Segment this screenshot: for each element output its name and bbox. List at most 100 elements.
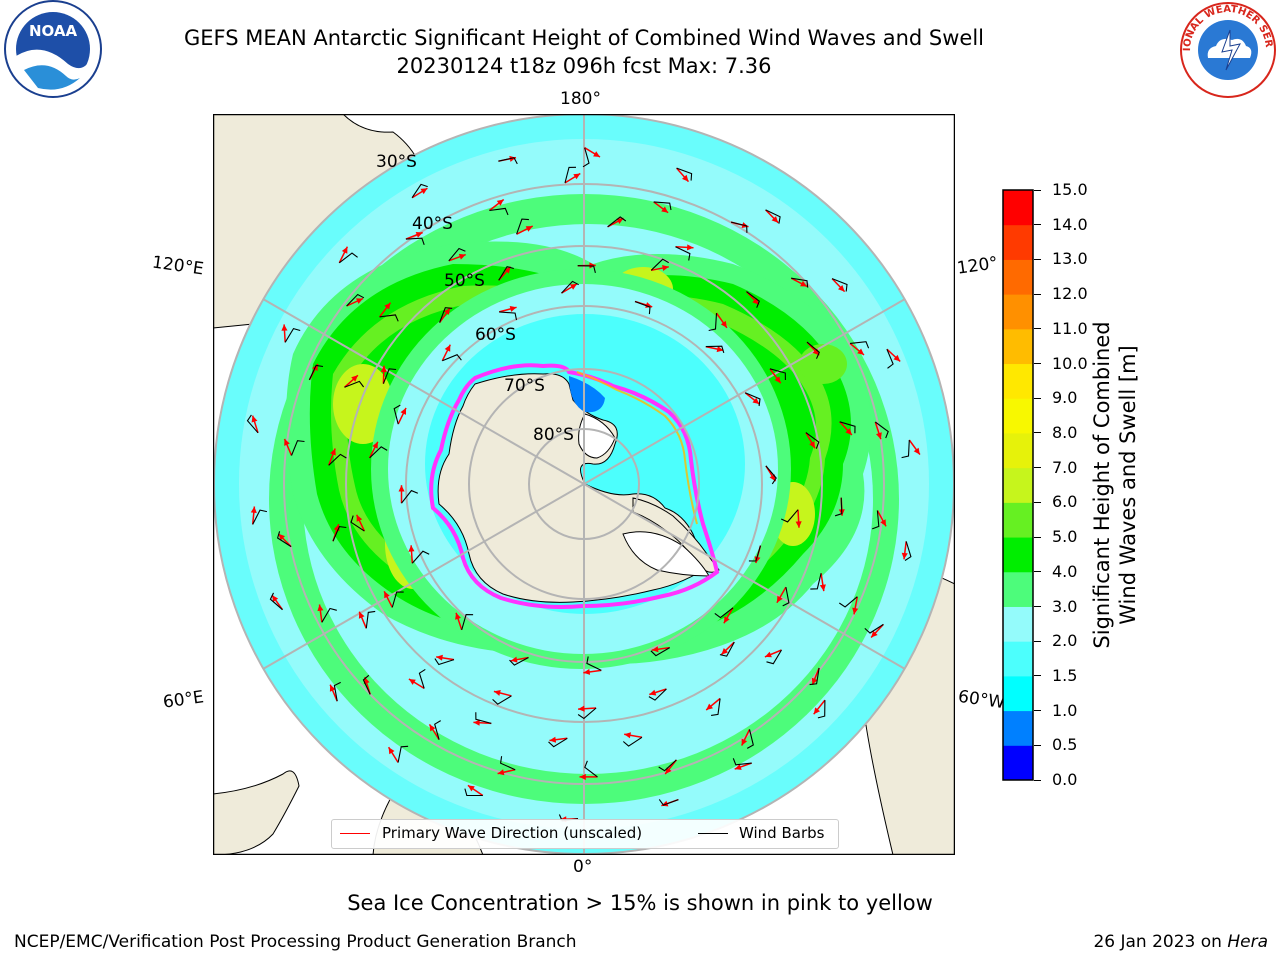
wave-direction-arrowhead (734, 764, 742, 770)
wave-direction-arrowhead (913, 447, 920, 455)
wave-direction-arrowhead (496, 199, 504, 206)
wave-direction-arrowhead (624, 732, 631, 739)
wind-barb (516, 218, 529, 235)
colorbar-bin (1003, 328, 1033, 365)
wave-direction-arrowhead (341, 246, 348, 254)
wind-barb (411, 183, 428, 199)
wave-direction-arrowhead (458, 253, 466, 260)
wind-barb (872, 510, 880, 530)
wind-barb (806, 341, 820, 359)
wind-barb (439, 307, 453, 323)
figure-title: GEFS MEAN Antarctic Significant Height o… (183, 26, 985, 50)
wind-barb (582, 147, 590, 168)
wind-barb (548, 737, 568, 748)
wave-direction-arrowhead (356, 514, 363, 522)
wind-barb (586, 656, 602, 671)
legend-swatch-wave-direction (340, 833, 370, 834)
low-wave-area (569, 376, 605, 413)
wave-direction-arrowhead (776, 595, 783, 603)
colorbar-tick-label: 4.0 (1052, 561, 1078, 581)
wind-barb (464, 788, 483, 797)
nws-logo: NATIONAL WEATHER SERVICE (1176, 0, 1276, 98)
wind-barb (365, 610, 376, 629)
wind-barb (397, 745, 409, 763)
lat-label-30s: 30°S (376, 152, 417, 172)
wind-barb (442, 354, 462, 362)
lon-label-60w: 60°W (956, 686, 1007, 714)
wind-barb (711, 698, 721, 716)
wind-barb (705, 345, 725, 354)
wind-barb (489, 207, 509, 216)
colorbar-bin (1003, 190, 1033, 226)
wave-direction-arrowhead (723, 616, 730, 624)
wave-direction-arrowhead (251, 415, 258, 423)
colorbar-bin (1003, 745, 1033, 781)
wind-barb (509, 657, 529, 666)
wind-barb (411, 550, 430, 564)
wind-barb (321, 607, 337, 623)
lon-label-0: 0° (573, 857, 593, 877)
wind-barb (817, 700, 826, 719)
wind-barb (648, 688, 667, 701)
wave-direction-arrowhead (706, 703, 713, 710)
wave-direction-arrowhead (764, 651, 772, 658)
wind-barb (622, 736, 643, 747)
wave-direction-arrowhead (716, 346, 724, 353)
wind-barb (658, 799, 679, 806)
wave-direction-arrowhead (250, 506, 257, 513)
wind-barb (498, 265, 514, 281)
colorbar-bin (1003, 294, 1033, 330)
wind-barb (344, 380, 365, 388)
wind-barb (805, 432, 820, 449)
wind-barb (780, 509, 799, 523)
wave-direction-arrowhead (455, 612, 461, 620)
legend: Primary Wave Direction (unscaled) Wind B… (331, 819, 839, 849)
wind-barb (499, 311, 518, 321)
wind-barb (746, 291, 760, 308)
wind-barb (252, 509, 268, 525)
colorbar-tick-label: 3.0 (1052, 596, 1078, 616)
colorbar-bin (1003, 571, 1033, 607)
lon-label-120e: 120°E (150, 252, 205, 280)
footer-left: NCEP/EMC/Verification Post Processing Pr… (14, 932, 577, 952)
wave-direction-arrowhead (317, 604, 324, 612)
wind-barb (379, 314, 399, 322)
wind-barb (492, 695, 512, 705)
wave-direction-arrowhead (771, 216, 779, 223)
colorbar-bin (1003, 675, 1033, 712)
colorbar-tick-label: 6.0 (1052, 492, 1078, 512)
wave-direction-arrowhead (467, 785, 475, 792)
wave-direction-arrowhead (687, 244, 694, 251)
colorbar-bin (1003, 398, 1033, 434)
wind-barb (838, 596, 858, 608)
wave-direction-arrowhead (398, 485, 405, 492)
colorbar-tick-label: 1.5 (1052, 665, 1078, 685)
wave-direction-arrowhead (415, 232, 423, 238)
wind-barb (650, 258, 669, 271)
wind-barb (769, 368, 786, 381)
wave-direction-arrowhead (795, 521, 802, 528)
wind-barb (782, 586, 790, 607)
wind-barb (744, 392, 761, 407)
wind-barb (653, 201, 672, 211)
wave-direction-arrowhead (721, 648, 728, 655)
colorbar-tick-mark (1034, 224, 1041, 226)
colorbar-bin (1003, 606, 1033, 642)
colorbar-tick-mark (1034, 328, 1041, 330)
wind-barb (405, 237, 425, 245)
wind-barb (418, 668, 426, 689)
wave-direction-arrowhead (819, 584, 826, 592)
colorbar-tick-mark (1034, 779, 1041, 781)
wind-barb (328, 453, 347, 466)
colorbar-tick-label: 1.0 (1052, 700, 1078, 720)
wave-direction-arrowhead (284, 438, 290, 446)
colorbar-tick-mark (1034, 710, 1041, 712)
wind-barb (577, 265, 596, 274)
wind-barb (676, 167, 693, 181)
wave-direction-arrowhead (720, 320, 727, 328)
colorbar-tick-label: 5.0 (1052, 527, 1078, 547)
wind-barb (831, 278, 848, 292)
wave-direction-arrowhead (549, 736, 557, 743)
wave-direction-arrowhead (774, 376, 781, 384)
figure-subtitle: 20230124 t18z 096h fcst Max: 7.36 (396, 54, 772, 78)
